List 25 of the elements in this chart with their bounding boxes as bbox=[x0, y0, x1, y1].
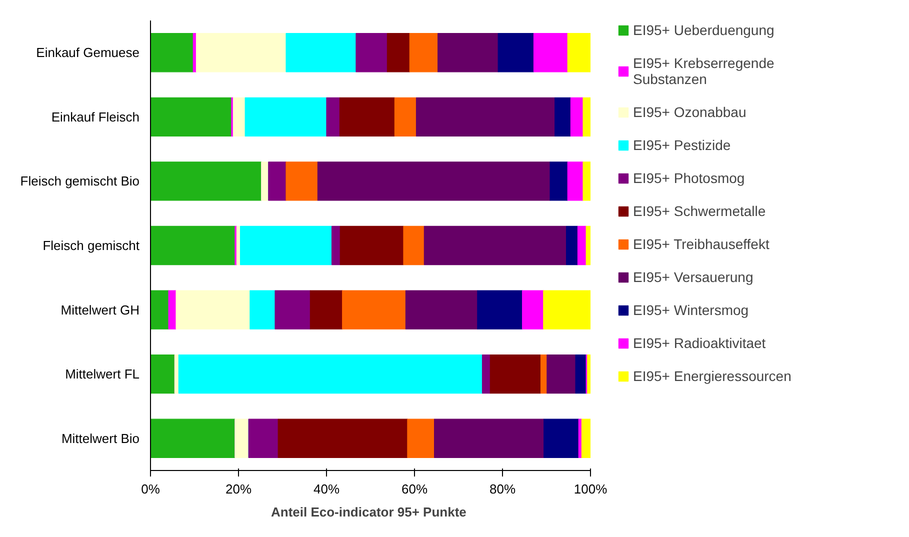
legend-label: EI95+ Versauerung bbox=[633, 269, 754, 285]
legend-label: EI95+ Treibhauseffekt bbox=[633, 236, 770, 252]
y-tick-label: Mittelwert FL bbox=[65, 366, 140, 382]
legend-label: EI95+ Ozonabbau bbox=[633, 104, 746, 120]
y-tick-label: Mittelwert Bio bbox=[61, 430, 140, 446]
x-tick-label: 80% bbox=[489, 482, 516, 496]
legend-label: EI95+ Radioaktivitaet bbox=[633, 335, 766, 351]
x-tick-label: 100% bbox=[574, 482, 608, 496]
legend-label: EI95+ Wintersmog bbox=[633, 302, 749, 318]
y-tick-label: Einkauf Gemuese bbox=[36, 45, 140, 60]
y-tick-label: Fleisch gemischt Bio bbox=[20, 174, 140, 189]
x-tick-label: 40% bbox=[313, 482, 340, 496]
x-tick-label: 60% bbox=[401, 482, 428, 496]
y-tick-label: Einkauf Fleisch bbox=[51, 109, 140, 124]
legend-label: EI95+ Photosmog bbox=[633, 170, 745, 186]
legend-label: EI95+ Krebserregende Substanzen bbox=[633, 55, 774, 87]
y-tick-label: Fleisch gemischt bbox=[42, 238, 140, 253]
x-tick-label: 0% bbox=[141, 482, 160, 496]
x-axis-title: Anteil Eco-indicator 95+ Punkte bbox=[270, 504, 466, 520]
legend-label: EI95+ Schwermetalle bbox=[633, 203, 766, 219]
y-tick-label: Mittelwert GH bbox=[60, 302, 140, 318]
legend-label: EI95+ Ueberduengung bbox=[633, 22, 774, 38]
legend-label: EI95+ Energieressourcen bbox=[633, 368, 792, 384]
x-tick-label: 20% bbox=[225, 482, 252, 496]
legend-label: EI95+ Pestizide bbox=[633, 137, 731, 153]
